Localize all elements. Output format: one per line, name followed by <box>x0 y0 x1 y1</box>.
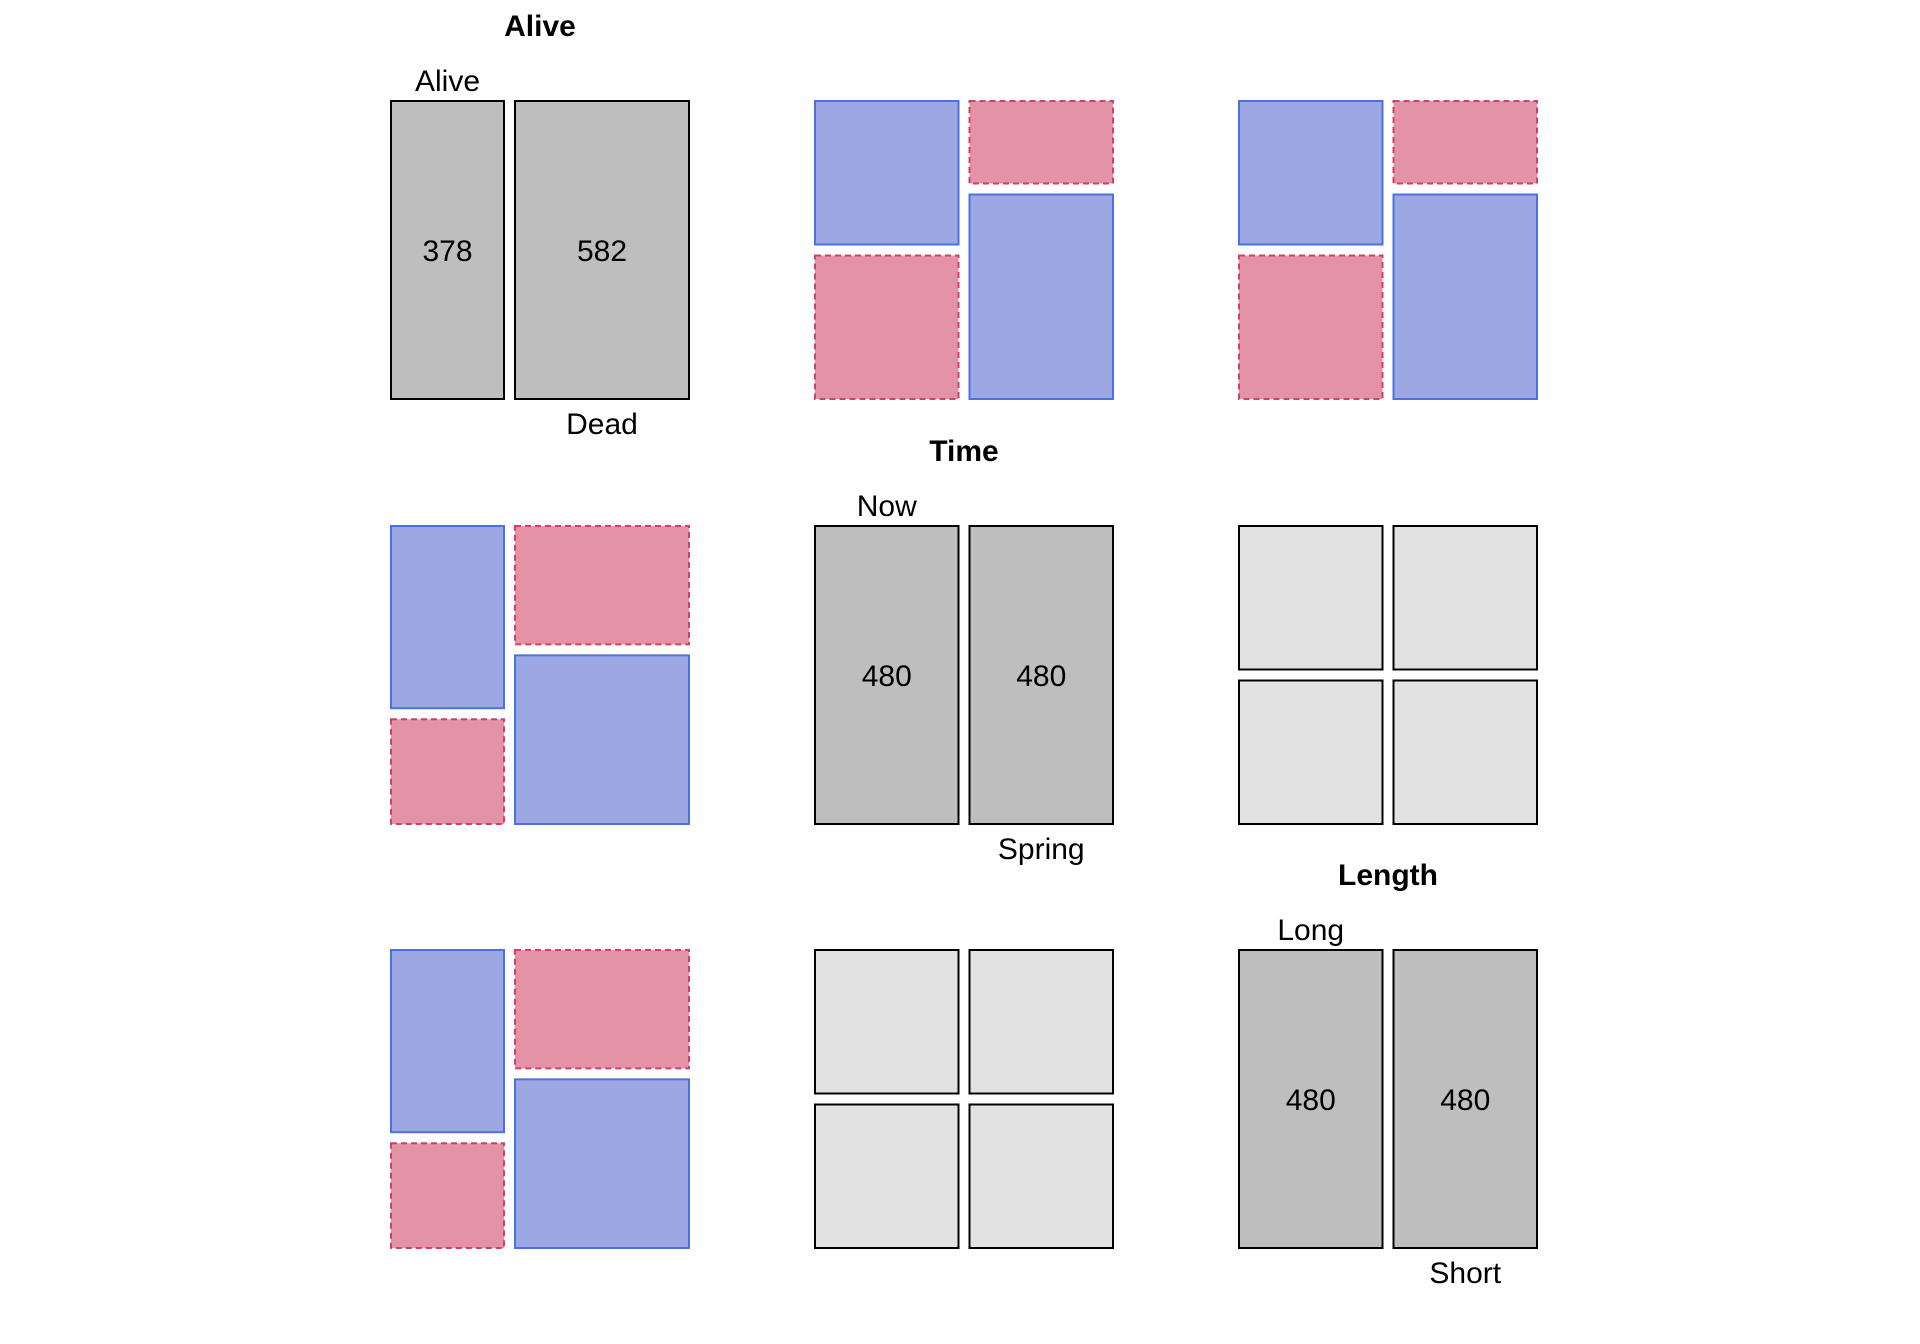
mosaic-tile-length-long-time-spring <box>968 949 1114 1095</box>
mosaic-tile-alive-alive-length-long <box>1238 100 1384 246</box>
count-label-length-short: 480 <box>1440 1084 1490 1117</box>
level-label-length-long: Long <box>1277 914 1344 947</box>
mosaic-tile-length-long-time-now <box>814 949 960 1095</box>
mosaic-tile-length-long-alive-alive <box>390 949 506 1134</box>
mosaic-tile-time-spring-length-long <box>1238 679 1384 825</box>
mosaic-tile-alive-alive-time-now <box>814 100 960 246</box>
level-label-time-spring: Spring <box>998 833 1085 866</box>
mosaic-tile-alive-dead-time-now <box>814 254 960 400</box>
diagonal-box-time-now <box>814 525 960 825</box>
mosaic-tile-time-now-alive-dead <box>514 525 690 646</box>
count-label-alive-alive: 378 <box>422 235 472 268</box>
diagonal-title-length: Length <box>1338 859 1438 892</box>
diagonal-box-alive-alive <box>390 100 506 400</box>
diagonal-box-length-short <box>1392 949 1538 1249</box>
level-label-alive-dead: Dead <box>566 408 638 441</box>
mosaic-tile-time-now-alive-alive <box>390 525 506 710</box>
mosaic-tile-time-spring-length-short <box>1392 679 1538 825</box>
mosaic-tile-alive-alive-time-spring <box>968 100 1114 185</box>
diagonal-title-time: Time <box>929 435 998 468</box>
diagonal-box-time-spring <box>968 525 1114 825</box>
mosaic-tile-time-spring-alive-alive <box>390 718 506 826</box>
mosaic-tile-alive-dead-length-long <box>1238 254 1384 400</box>
mosaic-tile-length-short-alive-alive <box>390 1142 506 1249</box>
mosaic-tile-alive-dead-length-short <box>1392 193 1538 400</box>
level-label-length-short: Short <box>1429 1257 1501 1290</box>
mosaic-tile-length-short-time-spring <box>968 1103 1114 1249</box>
level-label-alive-alive: Alive <box>415 65 480 98</box>
mosaic-tile-time-now-length-long <box>1238 525 1384 671</box>
mosaic-tile-length-short-alive-dead <box>514 1078 690 1249</box>
count-label-length-long: 480 <box>1286 1084 1336 1117</box>
mosaic-tile-alive-alive-length-short <box>1392 100 1538 185</box>
mosaic-tile-length-long-alive-dead <box>514 949 690 1070</box>
level-label-time-now: Now <box>857 490 917 523</box>
mosaic-tile-time-now-length-short <box>1392 525 1538 671</box>
diagonal-box-length-long <box>1238 949 1384 1249</box>
count-label-time-now: 480 <box>862 660 912 693</box>
mosaic-tile-alive-dead-time-spring <box>968 193 1114 400</box>
count-label-alive-dead: 582 <box>577 235 627 268</box>
diagonal-title-alive: Alive <box>504 10 576 43</box>
count-label-time-spring: 480 <box>1016 660 1066 693</box>
diagonal-box-alive-dead <box>514 100 690 400</box>
mosaic-tile-time-spring-alive-dead <box>514 654 690 826</box>
mosaic-tile-length-short-time-now <box>814 1103 960 1249</box>
